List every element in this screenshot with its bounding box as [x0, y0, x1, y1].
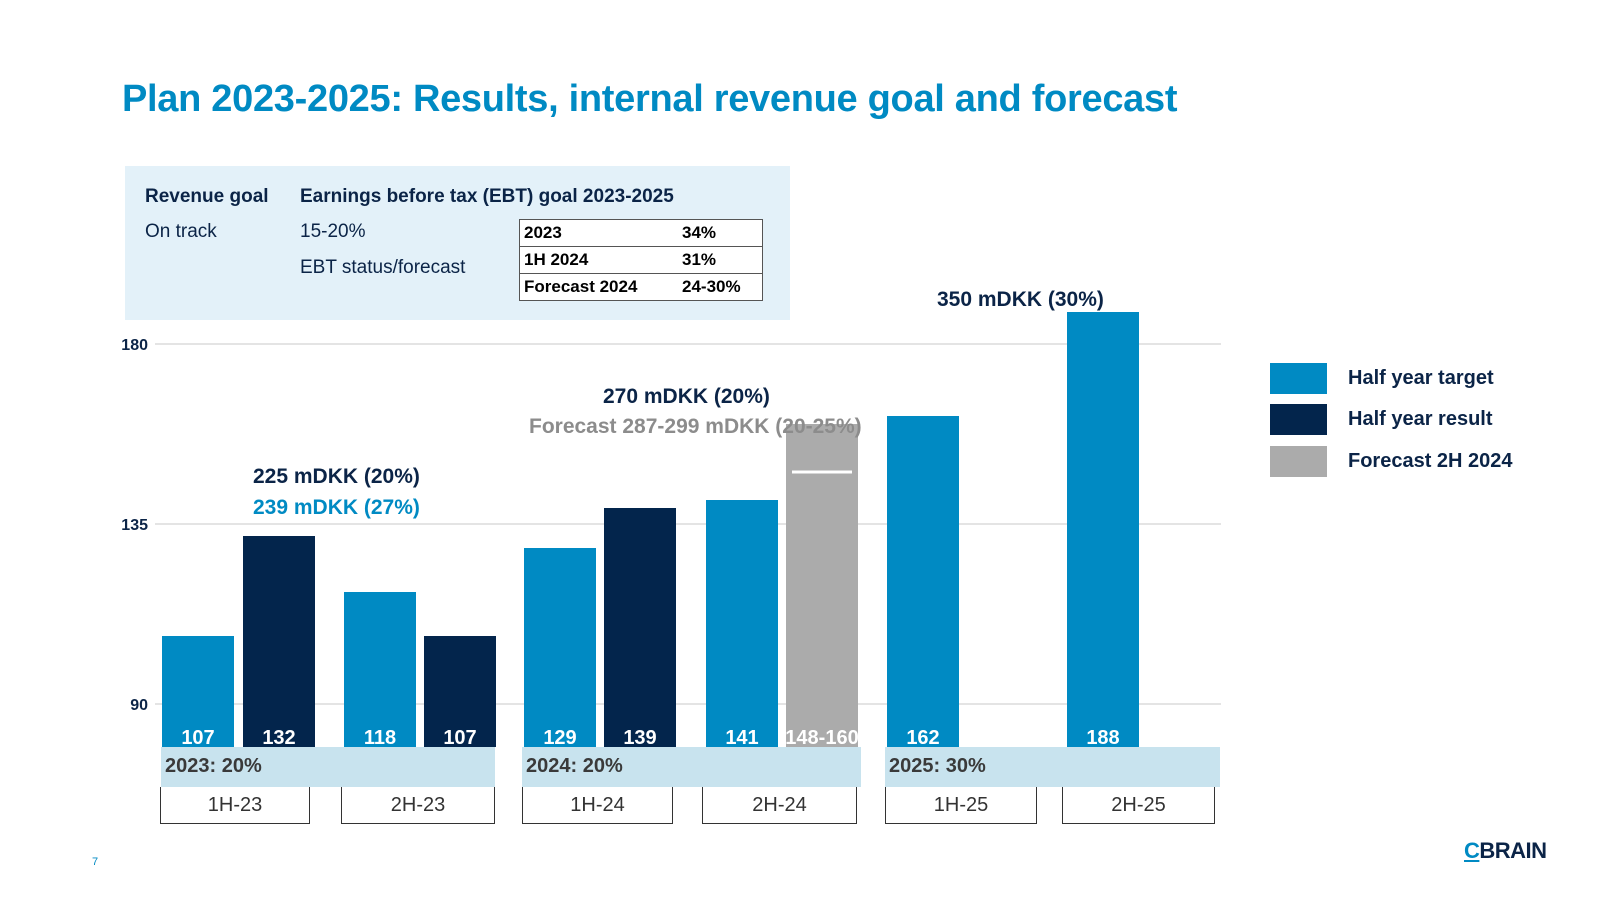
legend-label: Forecast 2H 2024 — [1348, 450, 1513, 472]
period-label-1h-24: 1H-24 — [522, 787, 673, 824]
bar-value-label: 139 — [623, 727, 656, 749]
year-band-2025: 2025: 30% — [885, 747, 1220, 787]
bar-value-label: 129 — [543, 727, 576, 749]
bar-value-label: 107 — [443, 727, 476, 749]
target-bar — [162, 636, 234, 747]
year-band-label: 2024: 20% — [526, 755, 623, 777]
bar-value-label: 107 — [181, 727, 214, 749]
target-bar — [887, 416, 959, 747]
ebt-period: 1H 2024 — [519, 246, 678, 274]
ebt-goal-value: 15-20% — [300, 221, 366, 242]
logo-c: C — [1464, 838, 1480, 863]
ebt-value: 24-30% — [678, 273, 763, 301]
target-bar — [344, 592, 416, 747]
target-bar — [524, 548, 596, 747]
year-band-label: 2023: 20% — [165, 755, 262, 777]
bar-value-label: 148-160 — [785, 727, 858, 749]
target-bar — [1067, 312, 1139, 747]
page-number: 7 — [92, 856, 99, 868]
table-row: Forecast 2024 24-30% — [519, 273, 763, 301]
legend-swatch — [1270, 404, 1327, 435]
annotation-2025-target: 350 mDKK (30%) — [937, 288, 1104, 311]
forecast-bar — [786, 424, 858, 747]
ebt-status-table: 2023 34% 1H 2024 31% Forecast 2024 24-30… — [519, 219, 763, 301]
annotation-2024-forecast: Forecast 287-299 mDKK (20-25%) — [529, 415, 862, 438]
target-bar — [706, 500, 778, 747]
period-label-2h-25: 2H-25 — [1062, 787, 1215, 824]
page-title: Plan 2023-2025: Results, internal revenu… — [122, 78, 1178, 120]
bar-value-label: 141 — [725, 727, 758, 749]
period-label-1h-25: 1H-25 — [885, 787, 1037, 824]
legend-swatch — [1270, 363, 1327, 394]
bar-value-label: 118 — [364, 727, 396, 749]
revenue-goal-status: On track — [145, 221, 217, 242]
year-band-label: 2025: 30% — [889, 755, 986, 777]
result-bar — [604, 508, 676, 747]
annotation-2023-target: 225 mDKK (20%) — [253, 465, 420, 488]
result-bar — [243, 536, 315, 747]
year-band-2023: 2023: 20% — [161, 747, 495, 787]
table-row: 1H 2024 31% — [519, 246, 763, 274]
y-tick-label: 135 — [121, 517, 148, 534]
y-tick-label: 180 — [121, 337, 148, 354]
year-band-2024: 2024: 20% — [522, 747, 861, 787]
table-row: 2023 34% — [519, 219, 763, 247]
period-label-2h-23: 2H-23 — [341, 787, 495, 824]
ebt-value: 31% — [678, 246, 763, 274]
logo-rest: BRAIN — [1479, 838, 1547, 863]
ebt-status-label: EBT status/forecast — [300, 257, 466, 278]
bar-value-label: 132 — [262, 727, 295, 749]
bar-value-label: 188 — [1086, 727, 1119, 749]
ebt-period: Forecast 2024 — [519, 273, 678, 301]
ebt-period: 2023 — [519, 219, 678, 247]
annotation-2023-result: 239 mDKK (27%) — [253, 496, 420, 519]
ebt-value: 34% — [678, 219, 763, 247]
legend-swatch — [1270, 446, 1327, 477]
revenue-goal-label: Revenue goal — [145, 186, 269, 207]
period-label-2h-24: 2H-24 — [702, 787, 857, 824]
ebt-goal-label: Earnings before tax (EBT) goal 2023-2025 — [300, 186, 674, 207]
legend-label: Half year result — [1348, 408, 1493, 430]
result-bar — [424, 636, 496, 747]
period-label-1h-23: 1H-23 — [160, 787, 310, 824]
annotation-2024-target: 270 mDKK (20%) — [603, 385, 770, 408]
cbrain-logo: CBRAIN — [1464, 838, 1547, 864]
legend-label: Half year target — [1348, 367, 1494, 389]
y-tick-label: 90 — [130, 697, 148, 714]
bar-value-label: 162 — [906, 727, 939, 749]
